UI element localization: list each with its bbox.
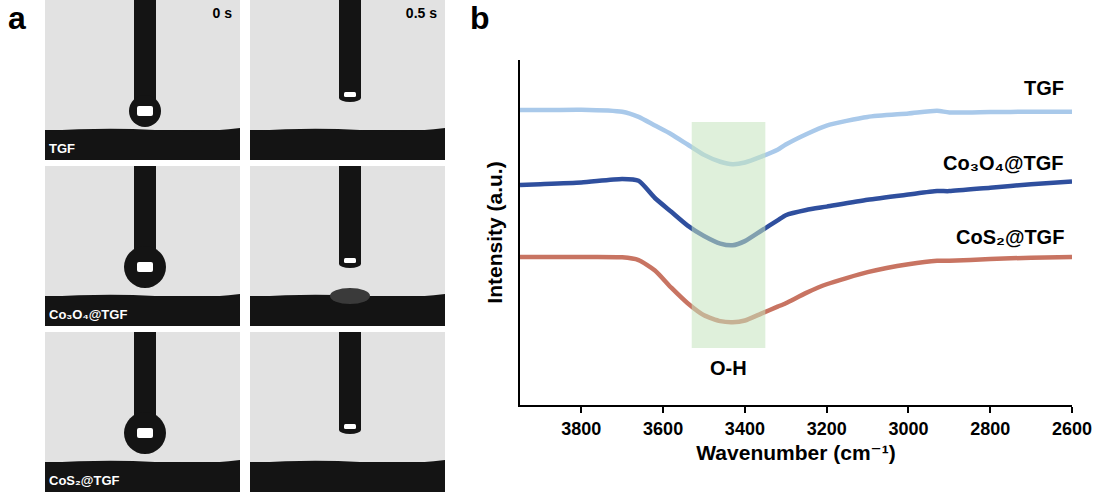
svg-text:Co₃O₄@TGF: Co₃O₄@TGF [49, 307, 127, 322]
svg-text:3600: 3600 [643, 419, 683, 439]
html-text:a: a [8, 0, 26, 36]
svg-text:Wavenumber (cm⁻¹): Wavenumber (cm⁻¹) [696, 441, 895, 464]
svg-text:0.5 s: 0.5 s [406, 5, 437, 21]
svg-text:Co₃O₄@TGF: Co₃O₄@TGF [943, 152, 1064, 174]
svg-text:2800: 2800 [970, 419, 1010, 439]
svg-text:TGF: TGF [1024, 77, 1064, 99]
svg-text:3000: 3000 [888, 419, 928, 439]
svg-text:Intensity (a.u.): Intensity (a.u.) [483, 161, 506, 303]
svg-text:3400: 3400 [725, 419, 765, 439]
svg-text:CoS₂@TGF: CoS₂@TGF [956, 226, 1064, 248]
svg-text:3800: 3800 [561, 419, 601, 439]
svg-text:TGF: TGF [49, 141, 75, 156]
svg-text:3200: 3200 [807, 419, 847, 439]
svg-text:0 s: 0 s [213, 5, 233, 21]
svg-text:2600: 2600 [1052, 419, 1092, 439]
svg-text:CoS₂@TGF: CoS₂@TGF [49, 473, 120, 488]
svg-text:O-H: O-H [710, 357, 747, 379]
html-text:b: b [470, 0, 490, 36]
